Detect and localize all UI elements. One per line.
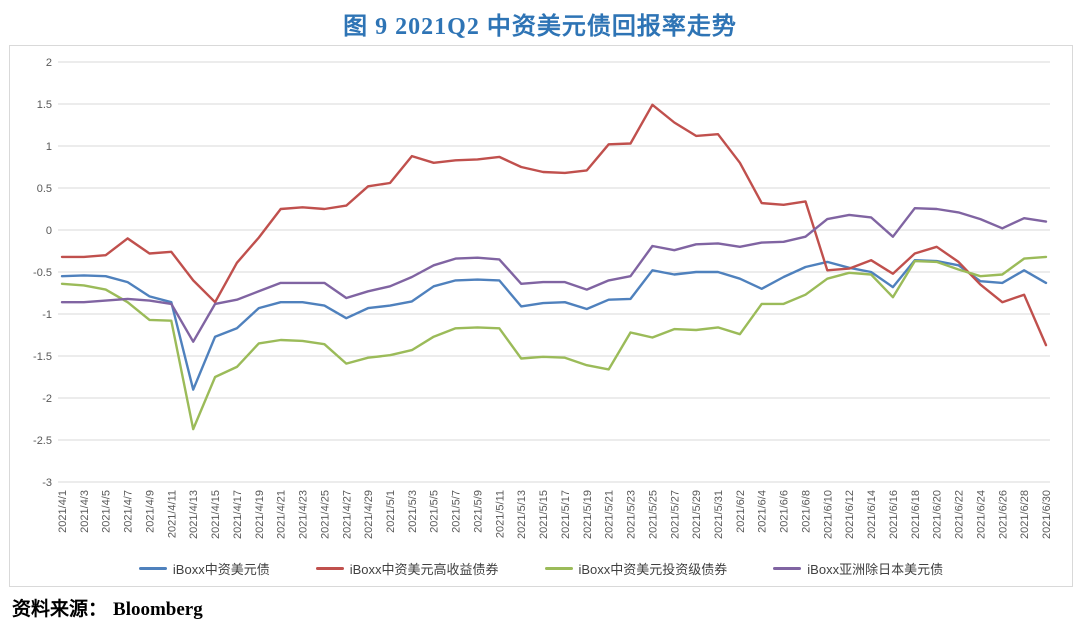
source-note: 资料来源： Bloomberg xyxy=(12,594,203,621)
legend-swatch xyxy=(138,566,167,570)
legend-item-2: iBoxx中资美元投资级债券 xyxy=(544,559,728,578)
y-axis-tick-label: 0 xyxy=(46,225,52,237)
x-axis-tick-label: 2021/5/17 xyxy=(560,490,572,539)
x-axis-tick-label: 2021/4/5 xyxy=(101,490,113,533)
x-axis-tick-label: 2021/5/15 xyxy=(538,490,550,539)
x-axis-tick-label: 2021/5/19 xyxy=(582,490,594,539)
x-axis-tick-label: 2021/6/2 xyxy=(735,490,747,533)
y-axis-tick-label: 1.5 xyxy=(37,99,52,111)
y-axis-tick-label: 2 xyxy=(46,57,52,69)
x-axis-tick-label: 2021/4/3 xyxy=(79,490,91,533)
x-axis-tick-label: 2021/6/10 xyxy=(822,490,834,539)
x-axis-tick-label: 2021/4/19 xyxy=(254,490,266,539)
y-axis-tick-label: -2 xyxy=(42,393,52,405)
x-axis-tick-label: 2021/6/20 xyxy=(932,490,944,539)
chart-title: 图 9 2021Q2 中资美元债回报率走势 xyxy=(343,14,737,40)
legend-label: iBoxx中资美元投资级债券 xyxy=(578,561,728,577)
y-axis-tick-label: -1.5 xyxy=(33,351,52,363)
x-axis-tick-label: 2021/6/28 xyxy=(1019,490,1031,539)
x-axis-tick-label: 2021/6/18 xyxy=(910,490,922,539)
x-axis-tick-label: 2021/6/12 xyxy=(844,490,856,539)
x-axis-tick-label: 2021/4/23 xyxy=(298,490,310,539)
source-value: Bloomberg xyxy=(113,599,203,620)
x-axis-tick-label: 2021/5/7 xyxy=(451,490,463,533)
x-axis-tick-label: 2021/6/6 xyxy=(779,490,791,533)
legend-item-0: iBoxx中资美元债 xyxy=(138,559,270,578)
x-axis-tick-label: 2021/6/8 xyxy=(800,490,812,533)
x-axis-tick-label: 2021/4/13 xyxy=(188,490,200,539)
x-axis-tick-label: 2021/4/7 xyxy=(123,490,135,533)
series-line-2 xyxy=(60,255,1048,431)
legend-item-1: iBoxx中资美元高收益债券 xyxy=(315,559,499,578)
y-axis-tick-label: 1 xyxy=(46,141,52,153)
x-axis-tick-label: 2021/5/3 xyxy=(407,490,419,533)
y-axis-tick-label: -1 xyxy=(42,309,52,321)
x-axis-tick-label: 2021/4/25 xyxy=(319,490,331,539)
x-axis-tick-label: 2021/5/21 xyxy=(604,490,616,539)
x-axis-tick-label: 2021/5/27 xyxy=(669,490,681,539)
legend-swatch xyxy=(315,566,344,570)
x-axis-tick-label: 2021/5/5 xyxy=(429,490,441,533)
x-axis-tick-label: 2021/4/21 xyxy=(276,490,288,539)
y-axis-tick-label: -0.5 xyxy=(33,267,52,279)
series-line-0 xyxy=(60,258,1048,391)
x-axis-tick-label: 2021/6/16 xyxy=(888,490,900,539)
legend-label: iBoxx中资美元高收益债券 xyxy=(349,561,499,577)
series-line-3 xyxy=(60,206,1048,343)
y-axis-tick-label: 0.5 xyxy=(37,183,52,195)
x-axis-tick-label: 2021/6/22 xyxy=(954,490,966,539)
x-axis-tick-label: 2021/4/9 xyxy=(144,490,156,533)
legend-swatch xyxy=(773,566,802,570)
source-label: 资料来源： xyxy=(12,599,108,620)
x-axis-tick-label: 2021/4/1 xyxy=(57,490,69,533)
x-axis-tick-label: 2021/5/31 xyxy=(713,490,725,539)
x-axis-tick-label: 2021/4/11 xyxy=(166,490,178,538)
x-axis-tick-label: 2021/6/14 xyxy=(866,490,878,539)
y-axis-tick-label: -3 xyxy=(42,477,52,489)
x-axis-tick-label: 2021/4/27 xyxy=(341,490,353,539)
legend-item-3: iBoxx亚洲除日本美元债 xyxy=(773,559,943,578)
x-axis-tick-label: 2021/6/24 xyxy=(975,490,987,539)
x-axis-tick-label: 2021/5/29 xyxy=(691,490,703,539)
x-axis-tick-label: 2021/4/15 xyxy=(210,490,222,539)
x-axis-tick-label: 2021/5/1 xyxy=(385,490,397,533)
series-line-1 xyxy=(60,103,1048,347)
x-axis-tick-label: 2021/5/9 xyxy=(472,490,484,533)
legend-label: iBoxx亚洲除日本美元债 xyxy=(807,561,944,577)
x-axis-tick-label: 2021/6/30 xyxy=(1041,490,1053,539)
legend-label: iBoxx中资美元债 xyxy=(172,561,270,577)
x-axis-tick-label: 2021/5/25 xyxy=(647,490,659,539)
line-chart: 2 1.5 1 0.5 0 -0.5 -1 -1.5 -2 -2.5 -3 2021/4/1 2021/… xyxy=(9,45,1073,587)
legend-swatch xyxy=(544,566,573,570)
x-axis-tick-label: 2021/5/23 xyxy=(626,490,638,539)
chart-canvas: 2 1.5 1 0.5 0 -0.5 -1 -1.5 -2 -2.5 -3 2021/4/1 2021/… xyxy=(33,57,1053,539)
chart-legend: iBoxx中资美元债 iBoxx中资美元高收益债券 iBoxx中资美元投资级债券 iB… xyxy=(10,554,1072,582)
x-axis-tick-label: 2021/5/11 xyxy=(494,490,506,538)
x-axis-tick-label: 2021/4/17 xyxy=(232,490,244,539)
x-axis-tick-label: 2021/5/13 xyxy=(516,490,528,539)
y-axis-tick-label: -2.5 xyxy=(33,435,52,447)
x-axis-tick-label: 2021/6/26 xyxy=(997,490,1009,539)
x-axis-tick-label: 2021/6/4 xyxy=(757,490,769,533)
x-axis-tick-label: 2021/4/29 xyxy=(363,490,375,539)
